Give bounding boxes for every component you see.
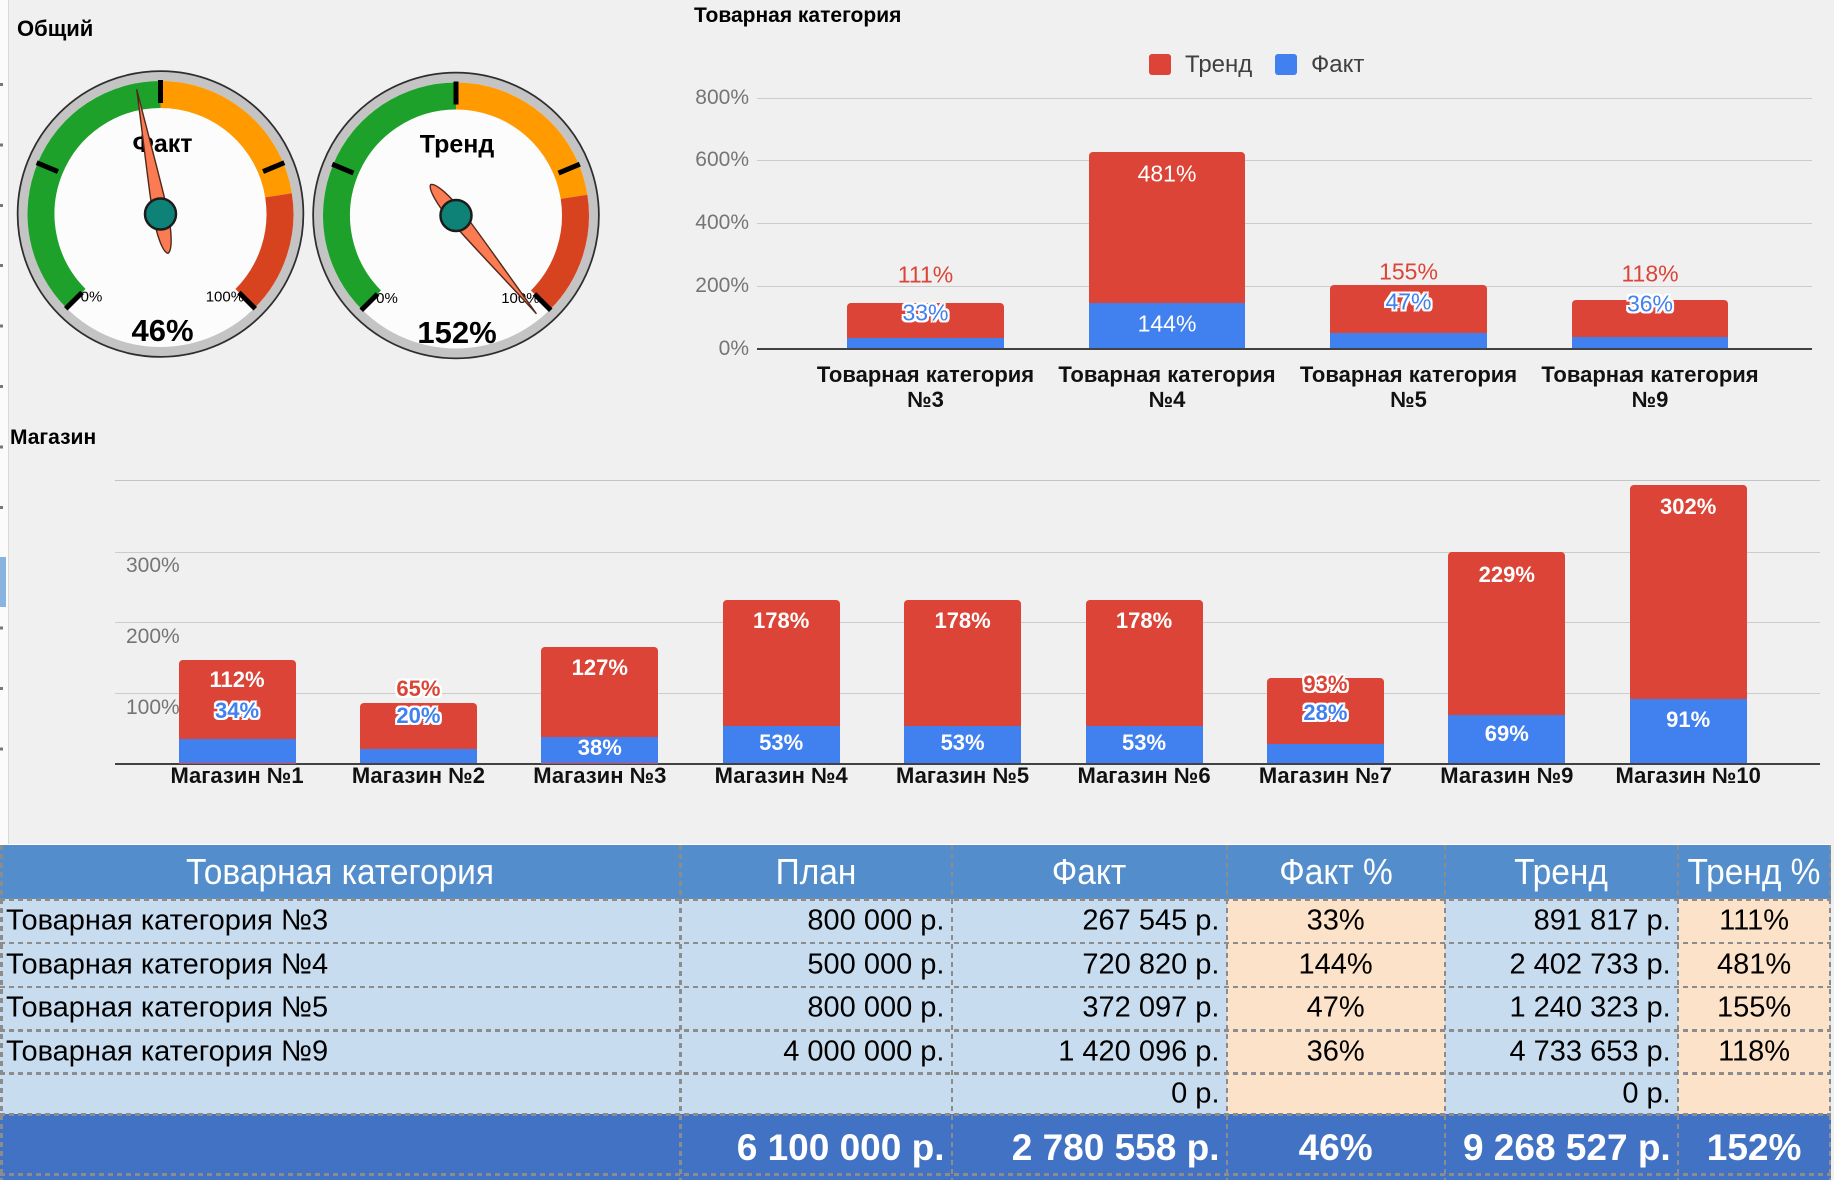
svg-text:Факт: Факт — [133, 130, 193, 158]
svg-text:152%: 152% — [417, 315, 496, 350]
svg-text:46%: 46% — [131, 313, 193, 348]
svg-text:Тренд: Тренд — [420, 131, 495, 159]
